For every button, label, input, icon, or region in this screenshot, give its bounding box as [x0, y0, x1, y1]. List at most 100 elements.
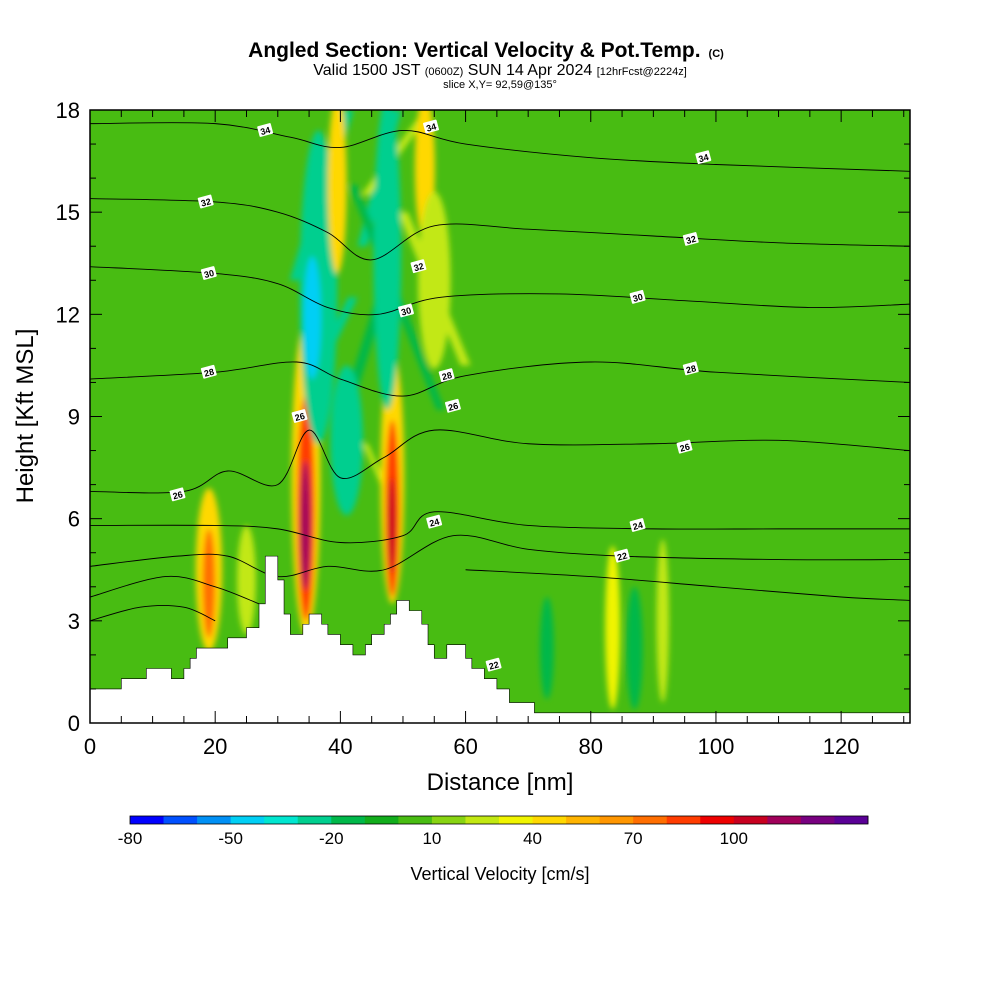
y-axis-title: Height [Kft MSL] [12, 329, 39, 504]
colorbar-swatch [800, 816, 835, 824]
isentrope-label: 26 [676, 439, 693, 454]
isentrope-label-box [200, 364, 217, 379]
isentrope-label-text: 30 [632, 292, 644, 304]
isentrope-layer [90, 122, 910, 622]
isentrope-line [90, 429, 910, 494]
isentrope-line [90, 198, 910, 261]
colorbar-swatch [364, 816, 399, 824]
colorbar-frame [129, 815, 869, 825]
colorbar-swatch [499, 816, 533, 824]
isentrope-label-text: 32 [200, 196, 212, 208]
x-tick-label: 20 [203, 734, 227, 759]
isentrope-line [90, 361, 910, 397]
isentrope-label-text: 26 [447, 401, 459, 413]
velocity-cell [418, 191, 451, 369]
velocity-cell [303, 256, 321, 380]
colorbar-swatch [566, 816, 601, 824]
isentrope-label: 34 [423, 119, 439, 134]
colorbar-swatch [700, 816, 735, 824]
isentrope-label-text: 26 [679, 442, 691, 454]
isentrope-label-box [613, 548, 630, 563]
y-tick-label: 6 [68, 507, 80, 532]
velocity-cell [300, 460, 311, 591]
isentrope-label-box [682, 232, 699, 246]
x-tick-label: 100 [698, 734, 735, 759]
colorbar-tick-label: -50 [218, 829, 243, 848]
isentrope-line [90, 122, 910, 172]
isentrope-label: 22 [613, 548, 630, 563]
isentrope-label-box [438, 368, 455, 383]
colorbar-swatch [297, 816, 332, 824]
isentrope-label-text: 24 [632, 520, 644, 532]
isentrope-label-box [629, 289, 646, 304]
colorbar-swatch [230, 816, 265, 824]
isentrope-label-text: 34 [259, 125, 271, 137]
y-tick-label: 15 [56, 200, 80, 225]
velocity-cell [656, 539, 670, 703]
velocity-cell [540, 596, 554, 700]
colorbar-swatch [197, 816, 232, 824]
colorbar-swatch [163, 816, 198, 824]
isentrope-label: 24 [629, 518, 646, 532]
isentrope-line [90, 605, 216, 622]
isentrope-label-box [426, 514, 443, 529]
colorbar-tick-label: 70 [624, 829, 643, 848]
isentrope-label-text: 26 [294, 411, 306, 423]
isentrope-line [90, 575, 260, 605]
plot-area: 34 34 34 32 32 32 30 30 30 28 28 28 26 26 26 26 24 24 22 22 [90, 110, 910, 723]
isentrope-label: 34 [695, 150, 712, 164]
chart-subtitle: Valid 1500 JST (0600Z) SUN 14 Apr 2024 [… [313, 62, 687, 79]
isentrope-label: 30 [200, 266, 217, 280]
isentrope-label-box [169, 487, 186, 502]
colorbar-tick-label: 10 [422, 829, 441, 848]
y-tick-label: 0 [68, 711, 80, 736]
isentrope-label-box [291, 409, 308, 423]
isentrope-line [90, 266, 910, 316]
y-tick-label: 18 [56, 98, 80, 123]
x-tick-label: 40 [328, 734, 352, 759]
y-tick-label: 9 [68, 405, 80, 430]
isentrope-label: 26 [444, 398, 461, 413]
colorbar-tick-label: -20 [319, 829, 344, 848]
isentrope-label-text: 32 [685, 234, 697, 246]
velocity-cell [330, 365, 363, 516]
isentrope-line [90, 534, 910, 578]
y-tick-label: 12 [56, 302, 80, 327]
isentrope-label: 28 [438, 368, 455, 383]
colorbar: -80 -50 -20 10 40 70 100 [118, 815, 869, 848]
isentrope-label-box [257, 123, 274, 137]
slice-info: slice X,Y= 92,59@135° [443, 79, 557, 91]
isentrope-label-layer: 34 34 34 32 32 32 30 30 30 28 28 28 26 26 26 26 24 24 22 22 [169, 119, 712, 672]
colorbar-title: Vertical Velocity [cm/s] [410, 864, 589, 884]
x-axis-title: Distance [nm] [427, 769, 574, 796]
x-tick-label: 120 [823, 734, 860, 759]
colorbar-swatch [666, 816, 701, 824]
x-tick-label: 60 [453, 734, 477, 759]
isentrope-label-text: 32 [413, 261, 425, 273]
plot-background-field [90, 110, 910, 723]
isentrope-label-text: 34 [425, 121, 437, 133]
isentrope-label: 22 [485, 657, 502, 672]
isentrope-line [465, 569, 910, 601]
colorbar-tick-label: -80 [118, 829, 143, 848]
velocity-cell [626, 586, 643, 710]
isentrope-label: 32 [682, 232, 699, 246]
isentrope-label-text: 24 [428, 516, 440, 528]
vertical-velocity-field [195, 110, 670, 710]
colorbar-tick-label: 100 [720, 829, 748, 848]
isentrope-label: 28 [200, 364, 217, 379]
y-tick-label: 3 [68, 609, 80, 634]
isentrope-label-text: 28 [203, 367, 215, 379]
colorbar-swatch [398, 816, 433, 824]
velocity-cell [605, 545, 621, 710]
isentrope-label-box [485, 657, 502, 672]
isentrope-label-text: 22 [488, 659, 500, 671]
colorbar-swatch [331, 816, 366, 824]
colorbar-swatch [431, 816, 466, 824]
isentrope-label-box [410, 259, 427, 274]
isentrope-label-text: 28 [441, 370, 453, 382]
colorbar-swatch [130, 816, 164, 824]
isentrope-label-box [423, 119, 439, 134]
colorbar-tick-label: 40 [523, 829, 542, 848]
